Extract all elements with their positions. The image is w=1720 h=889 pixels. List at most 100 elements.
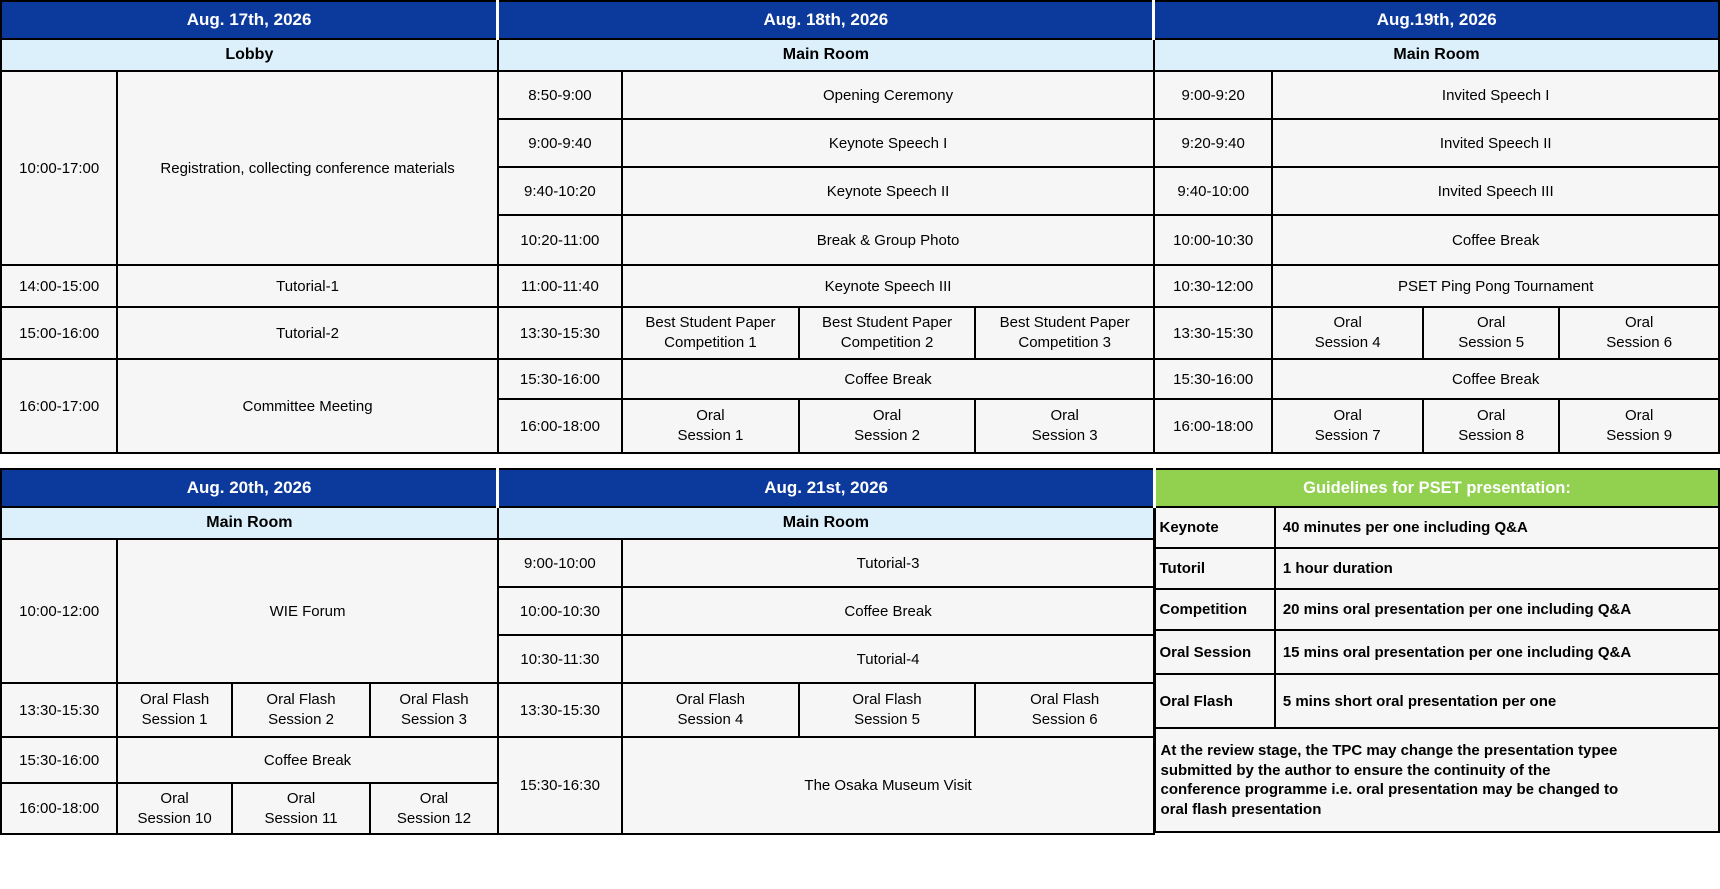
time-cell: 9:00-9:40	[496, 118, 624, 168]
room-header-aug20: Main Room	[0, 506, 499, 540]
guideline-row: Oral Flash 5 mins short oral presentatio…	[1153, 673, 1720, 729]
event-cell: Oral Session 11	[230, 782, 372, 835]
event-cell: Best Student Paper Competition 1	[621, 306, 800, 360]
table-row: 10:00-17:00 Registration, collecting con…	[0, 70, 1720, 266]
guideline-row: Oral Session 15 mins oral presentation p…	[1153, 629, 1720, 675]
time-cell: 8:50-9:00	[496, 70, 624, 120]
wie-forum-cell: WIE Forum	[116, 538, 499, 684]
event-cell: Coffee Break	[116, 736, 499, 784]
event-cell: Coffee Break	[621, 586, 1155, 636]
event-cell: Best Student Paper Competition 2	[797, 306, 977, 360]
guideline-label: Tutoril	[1153, 547, 1276, 590]
event-cell: Oral Flash Session 6	[974, 682, 1155, 738]
time-cell: 15:30-16:30	[496, 736, 624, 835]
event-cell: Oral Session 3	[974, 398, 1155, 454]
table-row: 14:00-15:00 Tutorial-1 11:00-11:40 Keyno…	[0, 264, 1720, 308]
time-cell: 16:00-18:00	[1152, 398, 1274, 454]
guidelines-title: Guidelines for PSET presentation:	[1153, 468, 1720, 508]
event-cell: Oral Flash Session 2	[230, 682, 372, 738]
room-header-row: Main Room Main Room	[0, 506, 1156, 540]
time-cell: 10:00-10:30	[496, 586, 624, 636]
guideline-rule: 40 minutes per one including Q&A	[1273, 506, 1720, 549]
time-cell: 16:00-18:00	[496, 398, 624, 454]
event-cell: Invited Speech I	[1271, 70, 1720, 120]
guideline-label: Keynote	[1153, 506, 1276, 549]
guideline-rule: 1 hour duration	[1273, 547, 1720, 590]
event-cell: Keynote Speech I	[621, 118, 1155, 168]
room-header-row: Lobby Main Room Main Room	[0, 38, 1720, 72]
guideline-row: Tutoril 1 hour duration	[1153, 547, 1720, 590]
schedule-bottom-section: Aug. 20th, 2026 Aug. 21st, 2026 Main Roo…	[0, 468, 1720, 835]
time-cell: 16:00-18:00	[0, 782, 119, 835]
guideline-row: Competition 20 mins oral presentation pe…	[1153, 588, 1720, 631]
guidelines-note-row: At the review stage, the TPC may change …	[1153, 727, 1720, 833]
event-cell: Tutorial-4	[621, 634, 1155, 684]
table-row: 15:30-16:00 Coffee Break 15:30-16:30 The…	[0, 736, 1155, 835]
guideline-label: Competition	[1153, 588, 1276, 631]
registration-cell: Registration, collecting conference mate…	[116, 70, 499, 266]
table-row: 10:30-11:30 Tutorial-4	[1, 634, 1155, 684]
time-cell: 9:40-10:00	[1152, 166, 1274, 216]
table-row: 10:00-12:00 WIE Forum 9:00-10:00 Tutoria…	[0, 538, 1155, 684]
event-cell: Keynote Speech II	[621, 166, 1155, 216]
event-cell: Committee Meeting	[116, 358, 499, 454]
time-cell: 10:00-12:00	[0, 538, 119, 684]
time-cell: 9:00-9:20	[1152, 70, 1274, 120]
table-row: 10:20-11:00 Break & Group Photo 10:00-10…	[1, 214, 1720, 266]
time-cell: 10:20-11:00	[496, 214, 624, 266]
event-cell: Oral Session 5	[1421, 306, 1561, 360]
time-cell: 9:00-10:00	[496, 538, 624, 588]
event-cell: Oral Session 7	[1271, 398, 1424, 454]
time-cell: 15:30-16:00	[0, 736, 119, 784]
event-cell: Oral Session 8	[1421, 398, 1561, 454]
room-header-aug19: Main Room	[1152, 38, 1720, 72]
time-cell: 9:20-9:40	[1152, 118, 1274, 168]
event-cell: Coffee Break	[621, 358, 1155, 400]
room-header-aug18: Main Room	[496, 38, 1155, 72]
time-cell: 10:30-11:30	[496, 634, 624, 684]
schedule-top-section: Aug. 17th, 2026 Aug. 18th, 2026 Aug.19th…	[0, 0, 1720, 454]
event-cell: Opening Ceremony	[621, 70, 1155, 120]
table-row: 16:00-18:00 Oral Session 1 Oral Session …	[1, 398, 1720, 454]
event-cell: Oral Flash Session 3	[369, 682, 499, 738]
time-cell: 13:30-15:30	[496, 306, 624, 360]
table-row: 9:00-9:40 Keynote Speech I 9:20-9:40 Inv…	[1, 118, 1720, 168]
room-header-aug21: Main Room	[496, 506, 1156, 540]
event-cell: Invited Speech III	[1271, 166, 1720, 216]
time-cell: 15:30-16:00	[496, 358, 624, 400]
room-header-lobby: Lobby	[0, 38, 499, 72]
event-cell: Tutorial-3	[621, 538, 1155, 588]
schedule-bottom-left: Aug. 20th, 2026 Aug. 21st, 2026 Main Roo…	[0, 468, 1156, 835]
event-cell: Tutorial-1	[116, 264, 499, 308]
date-header-row: Aug. 17th, 2026 Aug. 18th, 2026 Aug.19th…	[0, 0, 1720, 40]
table-row: 15:00-16:00 Tutorial-2 13:30-15:30 Best …	[0, 306, 1720, 360]
time-cell: 13:30-15:30	[496, 682, 624, 738]
table-row: 10:00-10:30 Coffee Break	[1, 586, 1155, 636]
table-row: 9:40-10:20 Keynote Speech II 9:40-10:00 …	[1, 166, 1720, 216]
table-row: 16:00-17:00 Committee Meeting 15:30-16:0…	[0, 358, 1720, 454]
event-cell: Tutorial-2	[116, 306, 499, 360]
guideline-label: Oral Session	[1153, 629, 1276, 675]
event-cell: Invited Speech II	[1271, 118, 1720, 168]
event-cell: Coffee Break	[1271, 214, 1720, 266]
day-header-aug18: Aug. 18th, 2026	[496, 0, 1155, 40]
time-cell: 16:00-17:00	[0, 358, 119, 454]
time-cell: 15:30-16:00	[1152, 358, 1274, 400]
event-cell: Oral Session 10	[116, 782, 233, 835]
event-cell: Oral Flash Session 1	[116, 682, 233, 738]
event-cell: Coffee Break	[1271, 358, 1720, 400]
time-cell: 14:00-15:00	[0, 264, 119, 308]
event-cell: Oral Session 1	[621, 398, 800, 454]
time-cell: 13:30-15:30	[1152, 306, 1274, 360]
event-cell: Oral Session 9	[1558, 398, 1720, 454]
guideline-rule: 5 mins short oral presentation per one	[1273, 673, 1720, 729]
guidelines-header-row: Guidelines for PSET presentation:	[1153, 468, 1720, 508]
table-row: 16:00-18:00 Oral Session 10 Oral Session…	[0, 782, 1154, 835]
event-cell: Oral Flash Session 5	[797, 682, 977, 738]
time-cell: 10:30-12:00	[1152, 264, 1274, 308]
event-cell: Oral Session 6	[1558, 306, 1720, 360]
day-header-aug17: Aug. 17th, 2026	[0, 0, 499, 40]
guideline-rule: 15 mins oral presentation per one includ…	[1273, 629, 1720, 675]
event-cell: Keynote Speech III	[621, 264, 1155, 308]
guideline-rule: 20 mins oral presentation per one includ…	[1273, 588, 1720, 631]
